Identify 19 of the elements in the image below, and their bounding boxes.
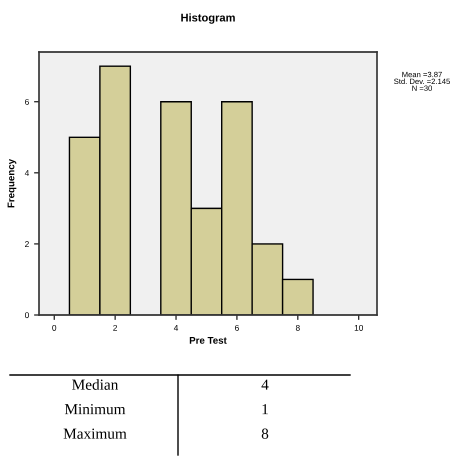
x-tick-label: 8 xyxy=(296,324,300,331)
text: Median xyxy=(72,379,118,390)
text: 1 xyxy=(262,404,268,414)
x-tick-label: 4 xyxy=(174,325,178,331)
x-axis-title: Pre Test xyxy=(190,337,227,344)
x-tick-label: 2 xyxy=(113,324,118,331)
x-tick-label: 6 xyxy=(235,324,239,331)
x-tick-label: 10 xyxy=(354,324,364,331)
y-tick-label: 2 xyxy=(25,241,29,247)
text: 8 xyxy=(262,428,268,439)
text: Maximum xyxy=(64,428,127,439)
text: 4 xyxy=(261,380,269,390)
text: Minimum xyxy=(64,404,126,414)
y-tick-label: 4 xyxy=(24,170,30,176)
y-axis-title: Frequency xyxy=(8,158,16,208)
y-tick-label: 6 xyxy=(25,98,29,105)
chart-title: Histogram xyxy=(181,13,235,24)
y-tick-label: 0 xyxy=(24,312,29,318)
x-tick-label: 0 xyxy=(52,324,56,331)
